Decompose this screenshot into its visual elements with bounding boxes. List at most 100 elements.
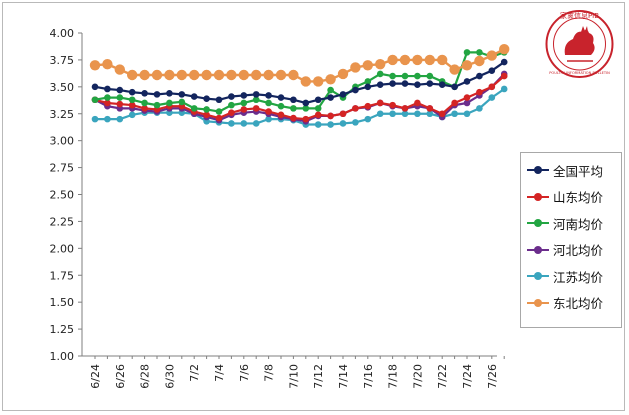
series-line	[94, 61, 505, 105]
data-point	[190, 105, 198, 112]
data-point	[352, 119, 359, 126]
data-point	[178, 91, 186, 98]
legend-label: 河南均价	[553, 216, 604, 232]
data-point	[203, 95, 210, 102]
data-point	[350, 62, 361, 73]
legend-item: 江苏均价	[527, 263, 621, 290]
x-tick-label: 6/24	[89, 364, 102, 389]
data-point	[290, 96, 297, 104]
data-point	[116, 86, 124, 94]
series-5	[91, 85, 508, 128]
data-point	[265, 99, 272, 107]
y-tick-label: 3.00	[50, 135, 75, 148]
data-point	[104, 99, 111, 107]
data-point	[189, 69, 200, 81]
y-tick-label: 1.50	[50, 296, 75, 309]
data-point	[499, 43, 510, 55]
x-tick-label: 7/2	[188, 364, 201, 382]
data-point	[375, 59, 386, 70]
data-point	[412, 54, 423, 66]
x-tick-label: 7/10	[287, 364, 300, 389]
chart-legend: 全国平均 山东均价 河南均价 河北均价 江苏均价 东北均价	[520, 152, 622, 328]
data-point	[240, 92, 248, 99]
data-point	[238, 69, 249, 81]
data-point	[127, 69, 138, 81]
poultry-bulletin-logo: 家禽信息PIB POULTRY INFORMATION BULLETIN	[545, 10, 614, 78]
legend-label: 山东均价	[553, 190, 604, 206]
y-tick-label: 2.00	[50, 242, 75, 255]
legend-swatch	[527, 297, 549, 309]
data-point	[265, 108, 272, 115]
data-point	[476, 88, 483, 96]
data-point	[438, 81, 446, 88]
data-point	[426, 105, 434, 112]
series-line	[94, 73, 505, 123]
legend-item: 河南均价	[527, 210, 621, 237]
data-point	[240, 99, 248, 107]
data-point	[265, 115, 272, 123]
data-point	[486, 50, 497, 61]
data-point	[141, 89, 148, 97]
data-point	[314, 105, 322, 112]
legend-label: 江苏均价	[553, 269, 604, 285]
x-tick-label: 7/12	[312, 364, 325, 389]
data-point	[215, 114, 223, 122]
series-line	[94, 51, 505, 113]
data-point	[139, 69, 150, 81]
data-point	[488, 94, 496, 101]
data-point	[463, 99, 471, 107]
data-point	[364, 83, 372, 91]
data-point	[389, 101, 396, 109]
y-tick-label: 2.25	[50, 215, 75, 228]
data-point	[228, 109, 235, 116]
data-point	[339, 120, 347, 127]
data-point	[426, 110, 434, 118]
x-tick-label: 6/30	[163, 364, 176, 389]
x-tick-label: 7/6	[238, 364, 251, 382]
legend-swatch	[527, 217, 549, 229]
data-point	[290, 114, 297, 122]
legend-item: 全国平均	[527, 157, 621, 184]
data-point	[339, 91, 347, 98]
data-point	[389, 110, 396, 118]
data-point	[102, 59, 113, 70]
data-point	[277, 94, 285, 101]
data-point	[178, 98, 186, 106]
data-point	[352, 105, 359, 112]
data-point	[451, 110, 458, 118]
data-point	[240, 106, 248, 113]
data-point	[463, 78, 471, 85]
data-point	[288, 69, 299, 81]
data-point	[401, 72, 409, 80]
data-point	[476, 72, 483, 80]
data-point	[151, 69, 163, 81]
data-point	[201, 69, 212, 81]
data-point	[414, 110, 421, 118]
data-point	[141, 99, 148, 107]
data-point	[376, 99, 384, 107]
data-point	[438, 110, 446, 118]
data-point	[302, 99, 310, 107]
data-point	[327, 121, 334, 128]
data-point	[104, 115, 111, 123]
data-point	[376, 70, 384, 78]
data-point	[476, 105, 483, 112]
data-point	[251, 69, 262, 81]
data-point	[387, 54, 398, 66]
data-point	[337, 68, 349, 80]
data-point	[476, 49, 483, 56]
data-point	[215, 96, 223, 104]
data-point	[401, 110, 409, 118]
data-point	[252, 120, 260, 127]
data-point	[426, 72, 434, 80]
series-1	[91, 58, 508, 107]
data-point	[376, 110, 384, 118]
data-point	[203, 106, 210, 113]
data-point	[424, 54, 435, 66]
data-point	[263, 69, 274, 81]
legend-label: 东北均价	[553, 296, 604, 312]
data-point	[252, 91, 260, 98]
data-point	[500, 85, 508, 93]
data-point	[91, 83, 99, 91]
series-3	[91, 49, 508, 115]
